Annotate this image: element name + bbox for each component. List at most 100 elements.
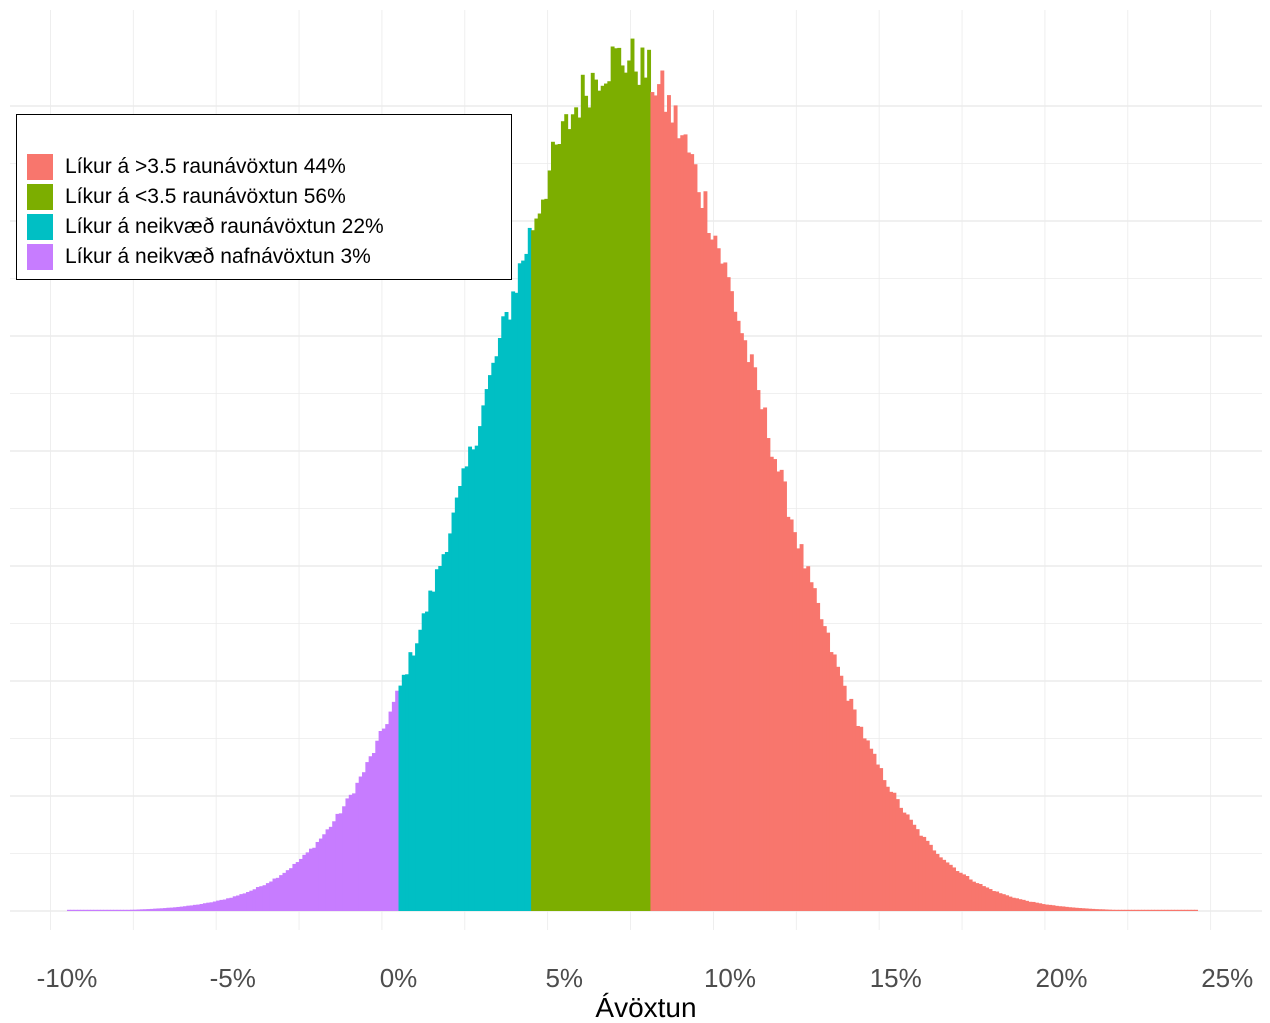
histogram-bar xyxy=(1084,908,1089,911)
histogram-bar xyxy=(302,854,307,911)
histogram-bar xyxy=(159,908,164,911)
histogram-bar xyxy=(1028,901,1033,911)
histogram-bar xyxy=(1025,900,1029,911)
histogram-bar xyxy=(106,909,111,911)
histogram-bar xyxy=(368,756,373,911)
histogram-bar xyxy=(640,47,645,912)
histogram-bar xyxy=(580,74,585,911)
histogram-bar xyxy=(577,117,582,912)
histogram-bar xyxy=(550,141,555,911)
histogram-bar xyxy=(219,899,224,911)
histogram-bar xyxy=(143,909,148,911)
histogram-bar xyxy=(905,814,910,911)
histogram-bar xyxy=(80,909,85,911)
histogram-bar xyxy=(1190,909,1195,911)
histogram-bar xyxy=(335,813,340,911)
histogram-bar xyxy=(192,904,197,911)
histogram-bar xyxy=(899,807,903,911)
histogram-bar xyxy=(570,114,575,912)
histogram-bar xyxy=(1184,909,1189,911)
histogram-bar xyxy=(560,121,565,911)
histogram-bar xyxy=(464,466,469,911)
histogram-bar xyxy=(1107,909,1112,911)
histogram-bar xyxy=(1160,909,1165,911)
histogram-bar xyxy=(163,908,168,911)
histogram-bar xyxy=(852,709,857,911)
histogram-bar xyxy=(617,47,622,911)
histogram-bar xyxy=(855,725,860,911)
histogram-bar xyxy=(1011,897,1016,911)
histogram-bar xyxy=(391,701,396,911)
histogram-bar xyxy=(1058,906,1063,911)
histogram-bar xyxy=(362,772,366,911)
histogram-bar xyxy=(295,862,300,911)
histogram-bar xyxy=(381,728,386,911)
histogram-bar xyxy=(504,312,509,911)
histogram-bar xyxy=(637,84,642,911)
histogram-bar xyxy=(766,438,771,911)
histogram-bar xyxy=(889,791,894,911)
histogram-bar xyxy=(846,700,850,911)
histogram-bar xyxy=(567,129,572,912)
histogram-bar xyxy=(892,792,897,911)
histogram-bar xyxy=(345,798,350,911)
histogram-bar xyxy=(663,111,668,911)
histogram-bar xyxy=(796,548,801,911)
histogram-bar xyxy=(822,626,827,911)
histogram-bar xyxy=(206,902,211,911)
histogram-bar xyxy=(958,872,963,911)
histogram-bar xyxy=(534,218,539,912)
histogram-bar xyxy=(352,793,356,911)
histogram-bar xyxy=(531,230,536,912)
histogram-bar xyxy=(865,740,870,911)
histogram-bar xyxy=(474,445,479,911)
histogram-bar xyxy=(932,850,937,911)
histogram-bar xyxy=(378,731,383,911)
histogram-bar xyxy=(978,883,983,911)
histogram-bar xyxy=(408,652,413,911)
histogram-bar xyxy=(620,65,625,911)
histogram-bar xyxy=(216,900,221,911)
histogram-bar xyxy=(749,354,754,911)
histogram-bar xyxy=(239,894,244,911)
histogram-bars xyxy=(67,38,1199,912)
histogram-bar xyxy=(305,852,310,911)
histogram-bar xyxy=(173,907,177,911)
histogram-bar xyxy=(693,164,698,912)
histogram-bar xyxy=(716,248,721,911)
histogram-bar xyxy=(186,905,191,911)
histogram-bar xyxy=(683,134,688,911)
histogram-bar xyxy=(541,199,545,911)
histogram-bar xyxy=(1174,909,1179,911)
histogram-bar xyxy=(988,889,993,911)
histogram-bar xyxy=(83,909,88,911)
histogram-bar xyxy=(607,81,612,912)
histogram-bar xyxy=(315,841,320,911)
histogram-bar xyxy=(1088,908,1092,911)
histogram-bar xyxy=(385,724,390,911)
histogram-bar xyxy=(915,829,920,911)
histogram-bar xyxy=(647,49,652,912)
histogram-bar xyxy=(133,909,138,911)
histogram-bar xyxy=(76,909,81,911)
histogram-bar xyxy=(564,114,569,912)
histogram-bar xyxy=(67,909,71,911)
legend-item: Líkur á >3.5 raunávöxtun 44% xyxy=(27,152,384,182)
histogram-bar xyxy=(116,909,121,911)
histogram-bar xyxy=(587,107,592,911)
histogram-bar xyxy=(849,698,854,911)
histogram-bar xyxy=(909,819,913,911)
histogram-bar xyxy=(594,79,598,912)
histogram-bar xyxy=(1177,909,1182,911)
histogram-bar xyxy=(166,907,171,911)
histogram-bar xyxy=(885,786,890,911)
histogram-bar xyxy=(703,191,708,911)
histogram-bar xyxy=(1127,909,1132,911)
legend-item: Líkur á neikvæð nafnávöxtun 3% xyxy=(27,242,384,272)
histogram-bar xyxy=(776,471,781,911)
histogram-bar xyxy=(875,764,880,911)
histogram-bar xyxy=(1015,898,1019,911)
histogram-bar xyxy=(431,591,436,911)
histogram-bar xyxy=(514,292,519,911)
histogram-bar xyxy=(249,890,254,911)
